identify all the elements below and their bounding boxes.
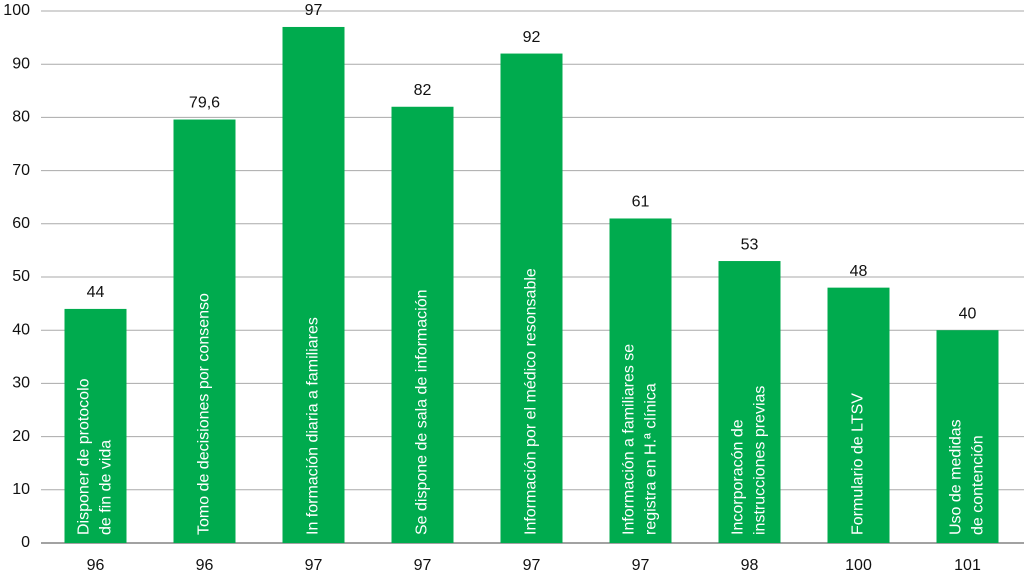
y-tick-label: 30: [12, 375, 30, 392]
x-tick-label: 96: [196, 557, 214, 574]
bar-label: In formación diaria a familiares: [305, 317, 322, 535]
value-label: 61: [632, 194, 650, 211]
bar-label: Información por el médico resonsable: [523, 268, 540, 535]
bar-label: Se dispone de sala de información: [414, 290, 431, 536]
value-label: 92: [523, 29, 541, 46]
value-label: 82: [414, 82, 432, 99]
bar-label: Formulario de LTSV: [850, 393, 867, 535]
bar: [64, 308, 127, 543]
value-label: 48: [850, 263, 868, 280]
y-tick-label: 50: [12, 268, 30, 285]
y-tick-label: 80: [12, 109, 30, 126]
y-tick-label: 20: [12, 428, 30, 445]
y-tick-label: 0: [21, 534, 30, 551]
x-tick-label: 98: [741, 557, 759, 574]
x-tick-label: 97: [414, 557, 432, 574]
y-tick-label: 10: [12, 481, 30, 498]
y-tick-label: 90: [12, 55, 30, 72]
value-label: 79,6: [189, 95, 220, 112]
value-label: 40: [959, 305, 977, 322]
x-tick-label: 100: [845, 557, 872, 574]
x-tick-label: 97: [523, 557, 541, 574]
x-tick-label: 96: [87, 557, 105, 574]
bar-label: Uso de medidas: [948, 419, 965, 535]
bar: [173, 119, 236, 543]
bar-label: instrucciones previas: [752, 386, 769, 535]
y-tick-label: 40: [12, 321, 30, 338]
bar: [391, 106, 454, 543]
bar-label: Información a familiares se: [621, 344, 638, 535]
bar: [609, 218, 672, 544]
y-tick-label: 60: [12, 215, 30, 232]
value-label: 97: [305, 2, 323, 19]
bar: [827, 287, 890, 543]
bar-label: Incorporacón de: [730, 419, 747, 535]
bar: [500, 53, 563, 544]
y-tick-label: 70: [12, 162, 30, 179]
bar-label: Disponer de protocolo: [76, 378, 93, 535]
bar: [936, 330, 999, 543]
bar-label: registra en H.ª clínica: [643, 383, 660, 535]
bar-label: de contención: [970, 435, 987, 535]
x-tick-label: 97: [632, 557, 650, 574]
value-label: 44: [87, 284, 105, 301]
y-tick-label: 100: [3, 2, 30, 19]
bar-label: Tomo de decisiones por consenso: [196, 293, 213, 535]
x-tick-label: 97: [305, 557, 323, 574]
x-tick-label: 101: [954, 557, 981, 574]
value-label: 53: [741, 236, 759, 253]
bar: [282, 26, 345, 543]
bar: [718, 261, 781, 543]
bar-label: de fin de vida: [98, 440, 115, 535]
